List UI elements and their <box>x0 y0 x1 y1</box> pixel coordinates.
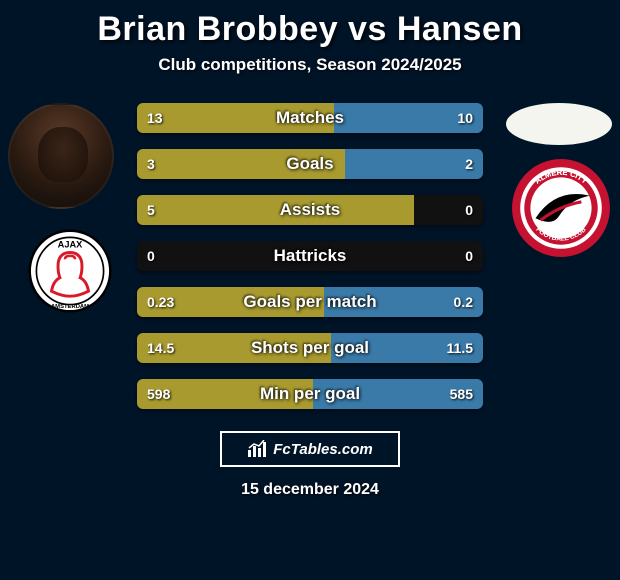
footer-date: 15 december 2024 <box>0 481 620 499</box>
stat-bar-right <box>334 103 483 133</box>
stat-row: Shots per goal14.511.5 <box>137 333 483 363</box>
brand-badge: FcTables.com <box>220 431 400 467</box>
player-left-avatar <box>8 103 114 209</box>
stat-value-left: 0 <box>137 241 165 271</box>
almere-badge-icon: ALMERE CITY ALMERE CITY FOOTBALL CLUB <box>510 157 612 259</box>
player-right-avatar <box>506 103 612 145</box>
page-subtitle: Club competitions, Season 2024/2025 <box>0 55 620 75</box>
stat-bar-right <box>331 333 483 363</box>
comparison-content: AJAX AMSTERDAM ALMERE CITY <box>0 103 620 499</box>
stat-row: Min per goal598585 <box>137 379 483 409</box>
stat-bar-left <box>137 103 334 133</box>
stat-bar-left <box>137 287 324 317</box>
page-title: Brian Brobbey vs Hansen <box>0 10 620 49</box>
stat-bar-left <box>137 149 345 179</box>
stat-bar-left <box>137 195 414 225</box>
club-left-logo: AJAX AMSTERDAM <box>28 229 112 313</box>
stat-bar-right <box>313 379 483 409</box>
stat-value-right: 0 <box>455 241 483 271</box>
stat-bar-left <box>137 379 313 409</box>
svg-text:AMSTERDAM: AMSTERDAM <box>51 304 89 310</box>
stat-row: Assists50 <box>137 195 483 225</box>
stat-row: Goals32 <box>137 149 483 179</box>
stat-row: Goals per match0.230.2 <box>137 287 483 317</box>
chart-icon <box>247 440 267 458</box>
stat-value-right: 0 <box>455 195 483 225</box>
club-right-logo: ALMERE CITY ALMERE CITY FOOTBALL CLUB <box>510 157 612 259</box>
stat-label: Hattricks <box>137 241 483 271</box>
ajax-shield-icon: AJAX AMSTERDAM <box>28 229 112 313</box>
stat-bars: Matches1310Goals32Assists50Hattricks00Go… <box>137 103 483 409</box>
stat-bar-right <box>324 287 483 317</box>
brand-text: FcTables.com <box>273 441 372 458</box>
stat-row: Matches1310 <box>137 103 483 133</box>
stat-bar-left <box>137 333 331 363</box>
stat-row: Hattricks0 0 <box>137 241 483 271</box>
stat-bar-right <box>345 149 483 179</box>
svg-text:AJAX: AJAX <box>58 239 83 249</box>
